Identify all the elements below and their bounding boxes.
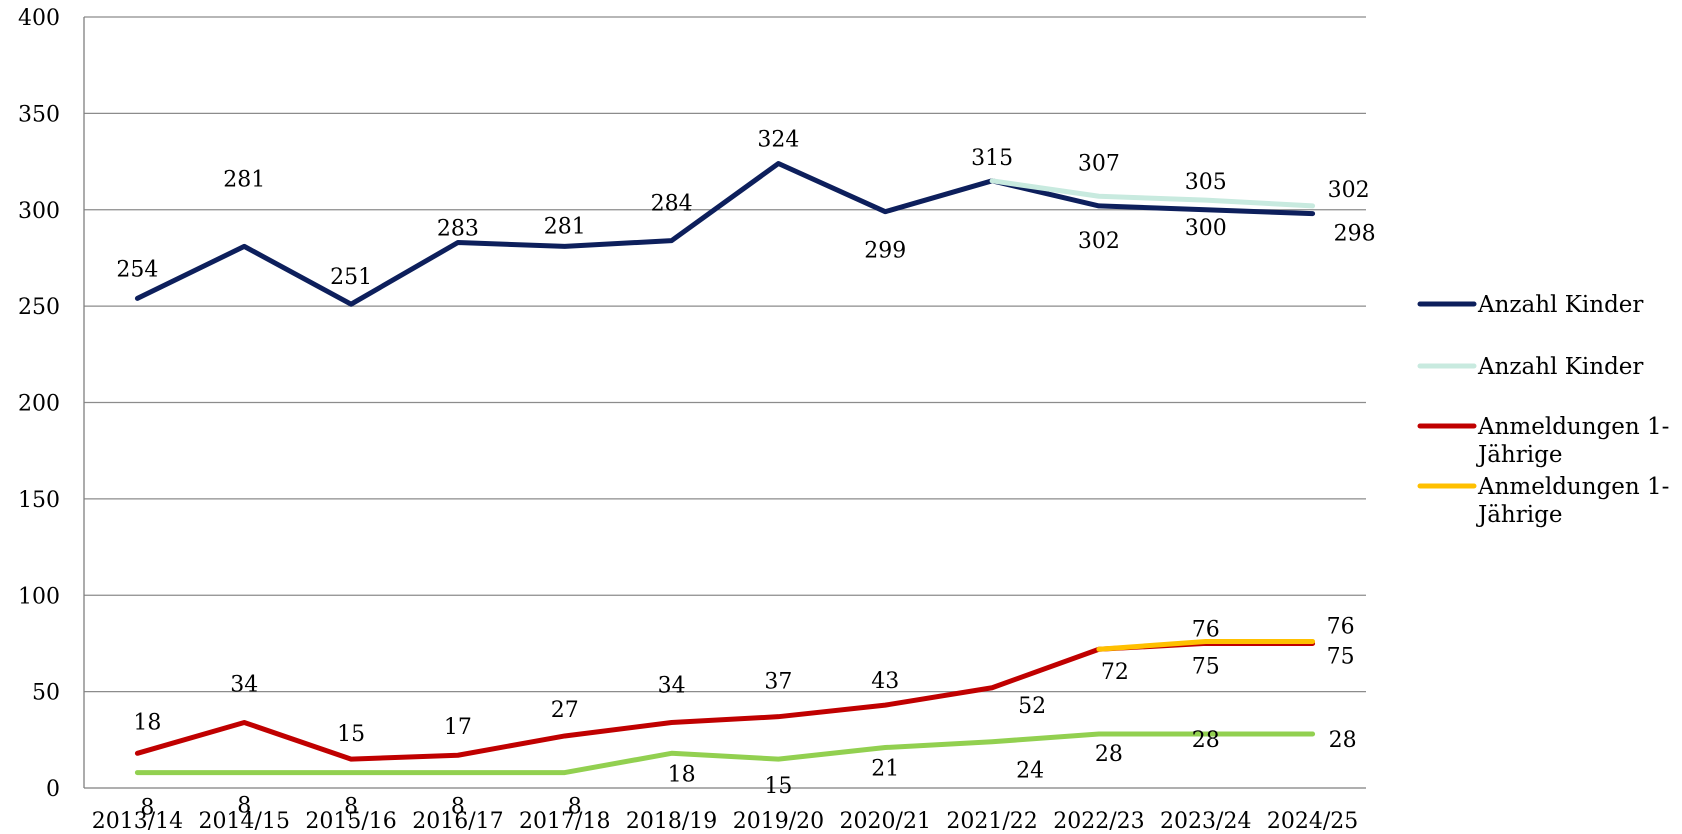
data-label: 324 (757, 127, 799, 152)
data-label: 76 (1192, 618, 1220, 643)
x-tick-label: 2015/16 (305, 809, 396, 834)
series-line-3 (1096, 639, 1316, 652)
series-line-4 (134, 731, 1316, 776)
data-label: 76 (1327, 615, 1355, 640)
data-label: 254 (116, 257, 158, 282)
data-label: 8 (237, 794, 251, 819)
data-label: 15 (337, 722, 365, 747)
x-tick-label: 2019/20 (733, 809, 824, 834)
data-label: 307 (1078, 151, 1120, 176)
data-label: 283 (437, 217, 479, 242)
data-label: 43 (871, 669, 899, 694)
y-tick-label: 0 (46, 777, 60, 802)
data-label: 27 (551, 698, 579, 723)
data-label: 305 (1185, 170, 1227, 195)
data-label: 52 (1018, 694, 1046, 719)
y-tick-label: 350 (18, 102, 60, 127)
y-tick-label: 50 (32, 681, 60, 706)
legend-label: Anmeldungen 1-Jährige (1476, 474, 1669, 528)
data-label: 28 (1095, 742, 1123, 767)
data-label: 34 (658, 673, 686, 698)
data-label: 18 (668, 762, 696, 787)
legend-label: Anzahl Kinder (1477, 292, 1643, 318)
y-tick-label: 150 (18, 488, 60, 513)
data-label: 17 (444, 715, 472, 740)
x-tick-label: 2023/24 (1160, 809, 1251, 834)
data-label: 299 (864, 239, 906, 264)
data-label: 8 (140, 796, 154, 821)
x-tick-label: 2020/21 (840, 809, 931, 834)
data-label: 72 (1101, 660, 1129, 685)
data-label: 75 (1327, 644, 1355, 669)
x-tick-label: 2014/15 (199, 809, 290, 834)
data-label: 251 (330, 265, 372, 290)
data-label: 281 (544, 214, 586, 239)
x-tick-label: 2018/19 (626, 809, 717, 834)
series-lines (134, 160, 1316, 776)
y-tick-label: 200 (18, 392, 60, 417)
x-tick-label: 2017/18 (519, 809, 610, 834)
data-label: 28 (1329, 728, 1357, 753)
data-label: 24 (1016, 759, 1044, 784)
axes: 0 50 100 150 200 250 300 350 400 2013/14 2014/15 20… (18, 6, 1358, 834)
y-tick-label: 400 (18, 6, 60, 31)
data-label: 300 (1185, 216, 1227, 241)
x-tick-label: 2013/14 (92, 809, 183, 834)
data-label: 315 (971, 146, 1013, 171)
x-tick-label: 2024/25 (1267, 809, 1358, 834)
data-label: 18 (133, 710, 161, 735)
series-line-0 (134, 160, 1316, 307)
series-line-1 (989, 178, 1316, 209)
data-label: 75 (1192, 654, 1220, 679)
data-label: 37 (764, 670, 792, 695)
data-label: 8 (344, 795, 358, 820)
y-tick-label: 300 (18, 199, 60, 224)
y-tick-label: 250 (18, 295, 60, 320)
data-label: 8 (568, 795, 582, 820)
x-tick-label: 2022/23 (1053, 809, 1144, 834)
data-label: 21 (871, 757, 899, 782)
data-label: 302 (1328, 178, 1370, 203)
legend-label: Anmeldungen 1-Jährige (1476, 414, 1669, 468)
data-label: 28 (1192, 728, 1220, 753)
data-label: 15 (764, 774, 792, 799)
data-label: 284 (651, 192, 693, 217)
data-label: 8 (451, 795, 465, 820)
data-label: 298 (1334, 222, 1376, 247)
legend-label: Anzahl Kinder (1477, 354, 1643, 380)
data-label: 281 (223, 167, 265, 192)
grid-lines (84, 16, 1366, 789)
data-label: 302 (1078, 229, 1120, 254)
x-tick-label: 2016/17 (412, 809, 503, 834)
data-label: 34 (230, 672, 258, 697)
legend: Anzahl Kinder Anzahl Kinder Anmeldungen 1-… (1417, 292, 1669, 528)
y-tick-label: 100 (18, 584, 60, 609)
x-tick-label: 2021/22 (946, 809, 1037, 834)
series-line-2 (134, 640, 1316, 762)
